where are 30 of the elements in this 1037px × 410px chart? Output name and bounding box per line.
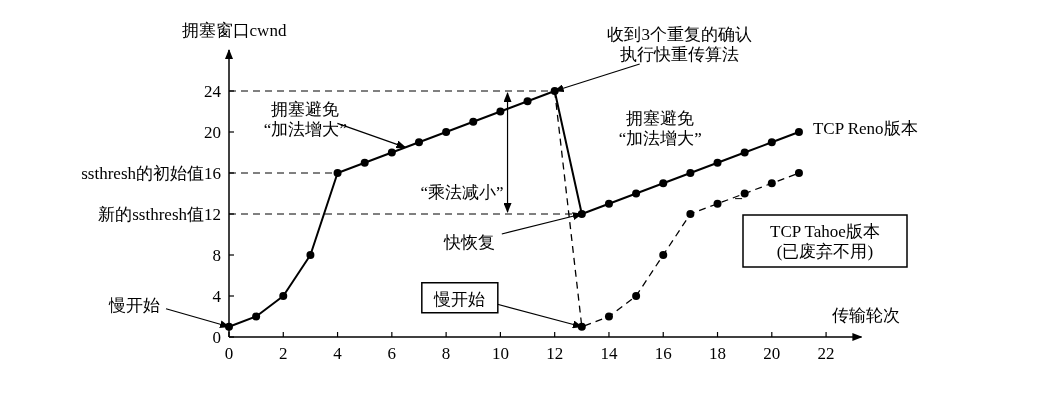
annotation: 慢开始	[433, 289, 486, 309]
y-tick-label: 24	[204, 82, 222, 101]
annotation: 快恢复	[443, 233, 496, 252]
x-tick-label: 10	[491, 344, 509, 363]
x-tick-label: 0	[224, 344, 234, 363]
y-tick-label: 0	[212, 328, 221, 347]
x-tick-label: 20	[763, 344, 781, 363]
x-tick-label: 8	[441, 344, 451, 363]
text: TCP Tahoe版本 (已废弃不用)	[770, 222, 880, 261]
annotation: 慢开始	[107, 295, 160, 315]
x-tick-label: 22	[817, 344, 835, 363]
y-tick-label: 8	[212, 246, 221, 265]
x-tick-label: 6	[387, 344, 397, 363]
x-tick-label: 4	[333, 344, 343, 363]
annotation: 拥塞避免“加法增大”	[263, 100, 347, 140]
x-tick-label: 14	[600, 344, 618, 363]
annotation: 收到3个重复的确认执行快重传算法	[607, 25, 752, 64]
y-tick-label: ssthresh的初始值16	[81, 164, 221, 183]
annotation: 拥塞避免“加法增大”	[618, 109, 702, 149]
x-tick-label: 2	[279, 344, 288, 363]
x-tick-label: 16	[654, 344, 672, 363]
y-tick-label: 20	[204, 123, 221, 142]
x-tick-label: 18	[709, 344, 727, 363]
y-tick-label: 新的ssthresh值12	[98, 205, 221, 224]
y-axis-title: 拥塞窗口cwnd	[181, 21, 287, 40]
annotation: “乘法减小”	[420, 183, 504, 202]
x-tick-label: 12	[546, 344, 564, 363]
y-tick-label: 4	[212, 287, 222, 306]
x-axis-title: 传输轮次	[832, 306, 901, 325]
series-label: TCP Reno版本	[812, 119, 918, 138]
